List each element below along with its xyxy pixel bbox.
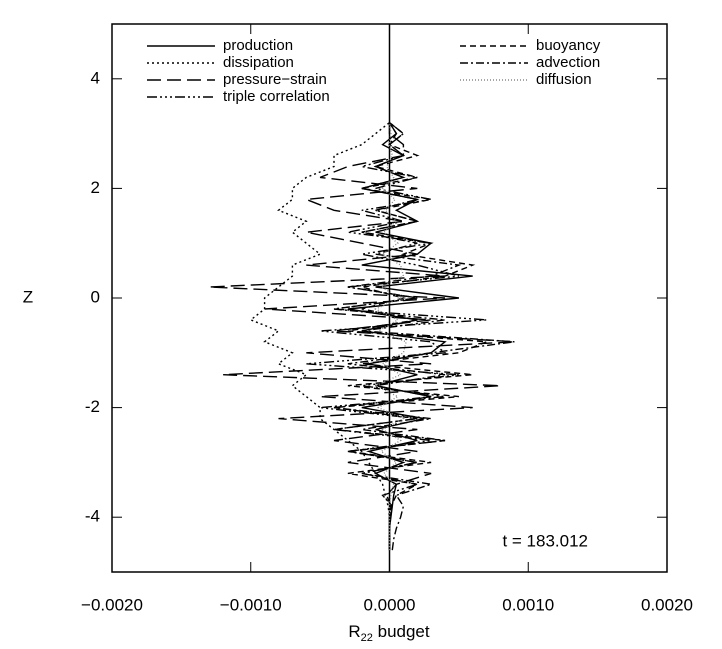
- series-line: [333, 122, 487, 551]
- x-label-part: R: [348, 622, 360, 641]
- x-tick-label: 0.0020: [641, 595, 693, 614]
- legend-label: pressure−strain: [223, 71, 327, 88]
- legend-label: production: [223, 37, 293, 54]
- x-tick-label: −0.0010: [220, 595, 282, 614]
- y-tick-label: 4: [91, 68, 100, 87]
- y-axis-label: Z: [23, 287, 33, 306]
- series-line: [373, 122, 407, 551]
- y-tick-label: -4: [85, 507, 100, 526]
- y-tick-label: -2: [85, 397, 100, 416]
- legend-label: buoyancy: [536, 37, 601, 54]
- legend-label: advection: [536, 54, 600, 71]
- legend-label: triple correlation: [223, 88, 330, 105]
- legend-label: diffusion: [536, 71, 592, 88]
- x-tick-label: −0.0020: [81, 595, 143, 614]
- y-tick-label: 0: [91, 287, 100, 306]
- x-label-sub: 22: [361, 632, 373, 644]
- legend-label: dissipation: [223, 54, 294, 71]
- annotation: t = 183.012: [502, 531, 588, 550]
- y-tick-label: 2: [91, 178, 100, 197]
- series-line: [209, 122, 515, 551]
- x-tick-label: 0.0000: [364, 595, 416, 614]
- x-label-part: budget: [373, 622, 430, 641]
- x-tick-label: 0.0010: [502, 595, 554, 614]
- x-axis-label: R22 budget: [348, 622, 430, 643]
